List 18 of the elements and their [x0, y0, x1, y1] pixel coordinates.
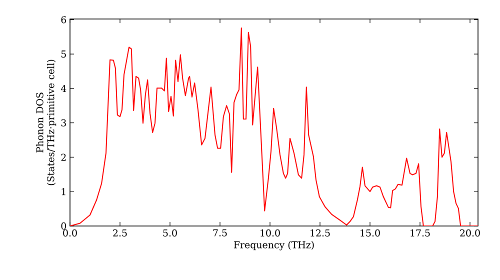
- x-tick-label: 5.0: [163, 229, 177, 237]
- x-tick-label: 20.0: [460, 229, 480, 237]
- y-tick-label: 1: [62, 188, 66, 196]
- y-tick-label: 0: [61, 222, 66, 230]
- y-tick-label: 5: [61, 50, 66, 58]
- y-tick-label: 4: [60, 84, 66, 92]
- y-axis-title: Phonon DOS (States/THz·primitive cell): [36, 60, 56, 186]
- x-tick-label: 0.0: [63, 229, 77, 237]
- x-tick-label: 17.5: [410, 229, 430, 237]
- y-tick-label: 6: [61, 16, 66, 24]
- y-tick-label: 3: [61, 119, 66, 126]
- x-tick-label: 7.5: [213, 229, 227, 236]
- x-axis-title: Frequency (THz): [234, 241, 314, 250]
- x-tick-label: 12.5: [310, 229, 330, 237]
- x-tick-label: 2.5: [113, 229, 127, 237]
- x-tick-label: 10.0: [260, 229, 280, 237]
- y-tick-label: 2: [61, 154, 66, 161]
- x-tick-label: 15.0: [360, 229, 380, 237]
